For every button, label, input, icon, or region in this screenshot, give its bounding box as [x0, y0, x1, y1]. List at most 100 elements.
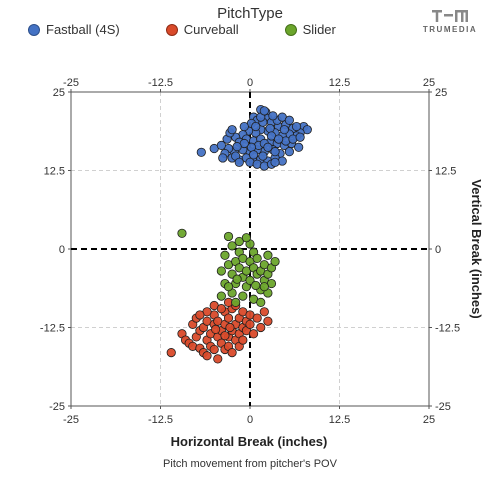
data-point-curveball: [216, 304, 226, 314]
legend-label-curveball: Curveball: [183, 22, 239, 37]
data-point-slider: [234, 236, 244, 247]
data-point-fastball-4s: [263, 142, 273, 152]
x-tick-label-bottom: -12.5: [148, 414, 173, 426]
x-tick-label-bottom: 25: [423, 414, 435, 426]
x-tick-label-top: -12.5: [148, 77, 173, 89]
y-tick-label-left: -12.5: [40, 323, 65, 335]
data-point-curveball: [245, 319, 255, 329]
data-point-fastball-4s: [291, 121, 302, 132]
data-point-slider: [216, 291, 226, 301]
data-point-curveball: [209, 344, 219, 355]
data-point-fastball-4s: [270, 157, 280, 167]
data-point-fastball-4s: [232, 142, 242, 152]
data-point-fastball-4s: [258, 151, 268, 161]
data-point-fastball-4s: [218, 153, 228, 163]
data-point-slider: [216, 266, 226, 276]
x-tick-label-bottom: -25: [63, 414, 79, 426]
data-point-fastball-4s: [227, 125, 237, 135]
legend-item-slider[interactable]: Slider: [284, 22, 336, 37]
data-point-fastball-4s: [294, 142, 304, 152]
data-point-curveball: [223, 313, 234, 323]
data-point-curveball: [225, 322, 235, 333]
y-tick-label-left: 12.5: [44, 166, 65, 178]
data-point-curveball: [227, 348, 237, 358]
data-point-fastball-4s: [259, 106, 269, 116]
data-point-fastball-4s: [196, 147, 206, 157]
data-point-curveball: [259, 307, 269, 317]
x-tick-label-top: 0: [247, 77, 253, 89]
data-point-slider: [245, 275, 255, 285]
data-point-slider: [223, 231, 234, 242]
x-tick-label-bottom: 12.5: [329, 414, 350, 426]
x-tick-label-top: 25: [423, 77, 435, 89]
data-point-slider: [177, 228, 187, 238]
data-point-curveball: [166, 348, 176, 358]
data-point-curveball: [252, 313, 262, 323]
data-point-curveball: [220, 331, 230, 341]
data-point-slider: [238, 291, 248, 301]
data-point-curveball: [256, 322, 266, 333]
data-points: [166, 104, 312, 364]
data-point-fastball-4s: [295, 132, 305, 142]
brand-name: TRUMEDIA: [422, 25, 478, 34]
legend-swatch-fastball: [28, 23, 40, 36]
y-tick-label-right: 0: [435, 244, 441, 256]
data-point-fastball-4s: [265, 123, 275, 134]
data-point-curveball: [248, 329, 259, 339]
legend-swatch-curveball: [165, 23, 178, 36]
data-point-slider: [251, 280, 261, 291]
data-point-slider: [232, 274, 242, 284]
y-tick-label-left: -25: [49, 401, 65, 413]
data-point-slider: [241, 233, 252, 243]
data-point-fastball-4s: [284, 115, 294, 125]
data-point-fastball-4s: [234, 157, 244, 167]
data-point-slider: [252, 253, 262, 264]
data-point-fastball-4s: [251, 121, 261, 132]
data-point-curveball: [238, 335, 248, 345]
data-point-fastball-4s: [248, 150, 259, 160]
x-tick-label-top: -25: [63, 77, 79, 89]
data-point-curveball: [263, 316, 273, 326]
data-point-fastball-4s: [270, 147, 280, 157]
data-point-slider: [256, 297, 266, 307]
chart-caption: Pitch movement from pitcher's POV: [163, 458, 337, 470]
data-point-slider: [270, 256, 280, 267]
data-point-curveball: [211, 324, 221, 334]
data-point-slider: [231, 297, 241, 307]
data-point-fastball-4s: [274, 134, 284, 144]
y-tick-label-left: 25: [53, 87, 65, 99]
legend-swatch-slider: [284, 23, 297, 36]
brand: TRUMEDIA: [414, 9, 486, 34]
y-tick-label-right: -12.5: [435, 323, 460, 335]
y-tick-label-right: 25: [435, 87, 447, 99]
x-tick-label-top: 12.5: [329, 77, 350, 89]
data-point-slider: [223, 282, 234, 292]
legend: Fastball (4S) Curveball Slider: [28, 22, 336, 37]
data-point-curveball: [195, 310, 205, 320]
legend-label-slider: Slider: [302, 22, 336, 37]
data-point-slider: [263, 250, 273, 260]
data-point-fastball-4s: [216, 140, 226, 150]
y-tick-label-right: -25: [435, 401, 451, 413]
data-point-fastball-4s: [279, 125, 289, 135]
y-axis-label: Vertical Break (inches): [469, 179, 484, 318]
trumedia-logo-icon: [432, 10, 468, 22]
y-tick-label-left: 0: [59, 244, 65, 256]
y-tick-label-right: 12.5: [435, 166, 456, 178]
data-point-fastball-4s: [284, 147, 294, 157]
data-point-fastball-4s: [239, 121, 249, 132]
legend-title: PitchType: [217, 5, 283, 22]
x-axis-label: Horizontal Break (inches): [171, 434, 328, 449]
data-point-slider: [259, 282, 269, 292]
data-point-curveball: [213, 354, 223, 364]
data-point-slider: [227, 241, 237, 251]
data-point-curveball: [202, 351, 212, 361]
data-point-slider: [220, 250, 230, 260]
legend-item-curveball[interactable]: Curveball: [165, 22, 239, 37]
legend-item-fastball[interactable]: Fastball (4S): [28, 22, 120, 37]
x-tick-label-bottom: 0: [247, 414, 253, 426]
legend-label-fastball: Fastball (4S): [46, 22, 120, 37]
data-point-fastball-4s: [268, 111, 278, 121]
